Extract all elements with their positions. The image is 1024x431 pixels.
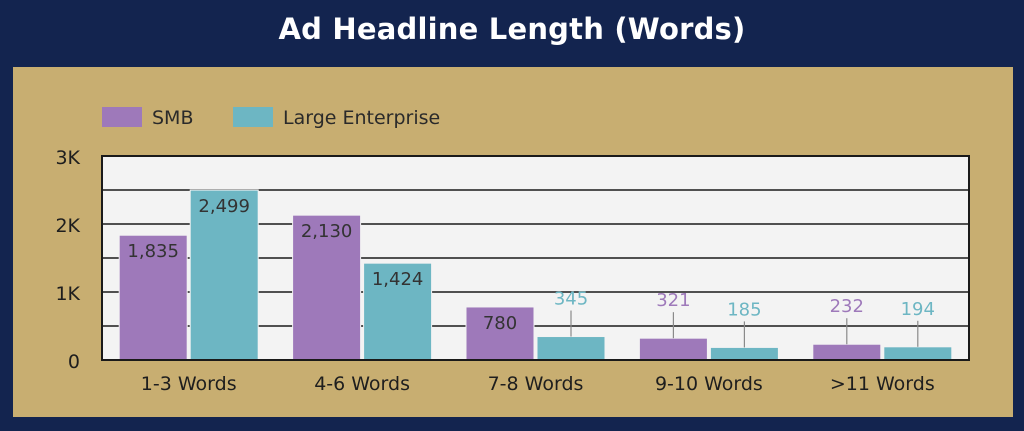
bar: [292, 214, 362, 361]
bar: [465, 306, 535, 361]
bar: [883, 346, 953, 361]
plot-frame: [101, 155, 970, 361]
data-label: 321: [656, 290, 690, 311]
y-tick-label: 1K: [55, 283, 80, 305]
chart-title: Ad Headline Length (Words): [278, 12, 746, 46]
data-label: 232: [830, 296, 864, 317]
x-tick-label: 4-6 Words: [314, 373, 410, 395]
x-tick-label: 7-8 Words: [488, 373, 584, 395]
y-tick-label: 0: [68, 351, 80, 373]
data-label: 194: [901, 299, 935, 320]
x-tick-label: 9-10 Words: [655, 373, 763, 395]
data-label: 2,130: [301, 221, 353, 242]
legend-swatch: [102, 107, 142, 127]
bar: [118, 234, 188, 361]
y-tick-label: 3K: [55, 147, 80, 169]
bar: [536, 336, 606, 361]
bar: [709, 346, 779, 361]
legend-label: SMB: [152, 107, 194, 129]
bar: [812, 343, 882, 361]
bar: [363, 262, 433, 361]
data-label: 1,424: [372, 269, 424, 290]
x-tick-label: >11 Words: [830, 373, 935, 395]
x-tick-label: 1-3 Words: [141, 373, 237, 395]
legend-swatch: [233, 107, 273, 127]
data-label: 185: [727, 299, 761, 320]
data-label: 2,499: [198, 196, 250, 217]
bar: [189, 189, 259, 361]
y-tick-label: 2K: [55, 215, 80, 237]
data-label: 780: [483, 313, 517, 334]
data-label: 345: [554, 289, 588, 310]
bar: [638, 337, 708, 361]
legend-label: Large Enterprise: [283, 107, 440, 129]
data-label: 1,835: [127, 241, 179, 262]
